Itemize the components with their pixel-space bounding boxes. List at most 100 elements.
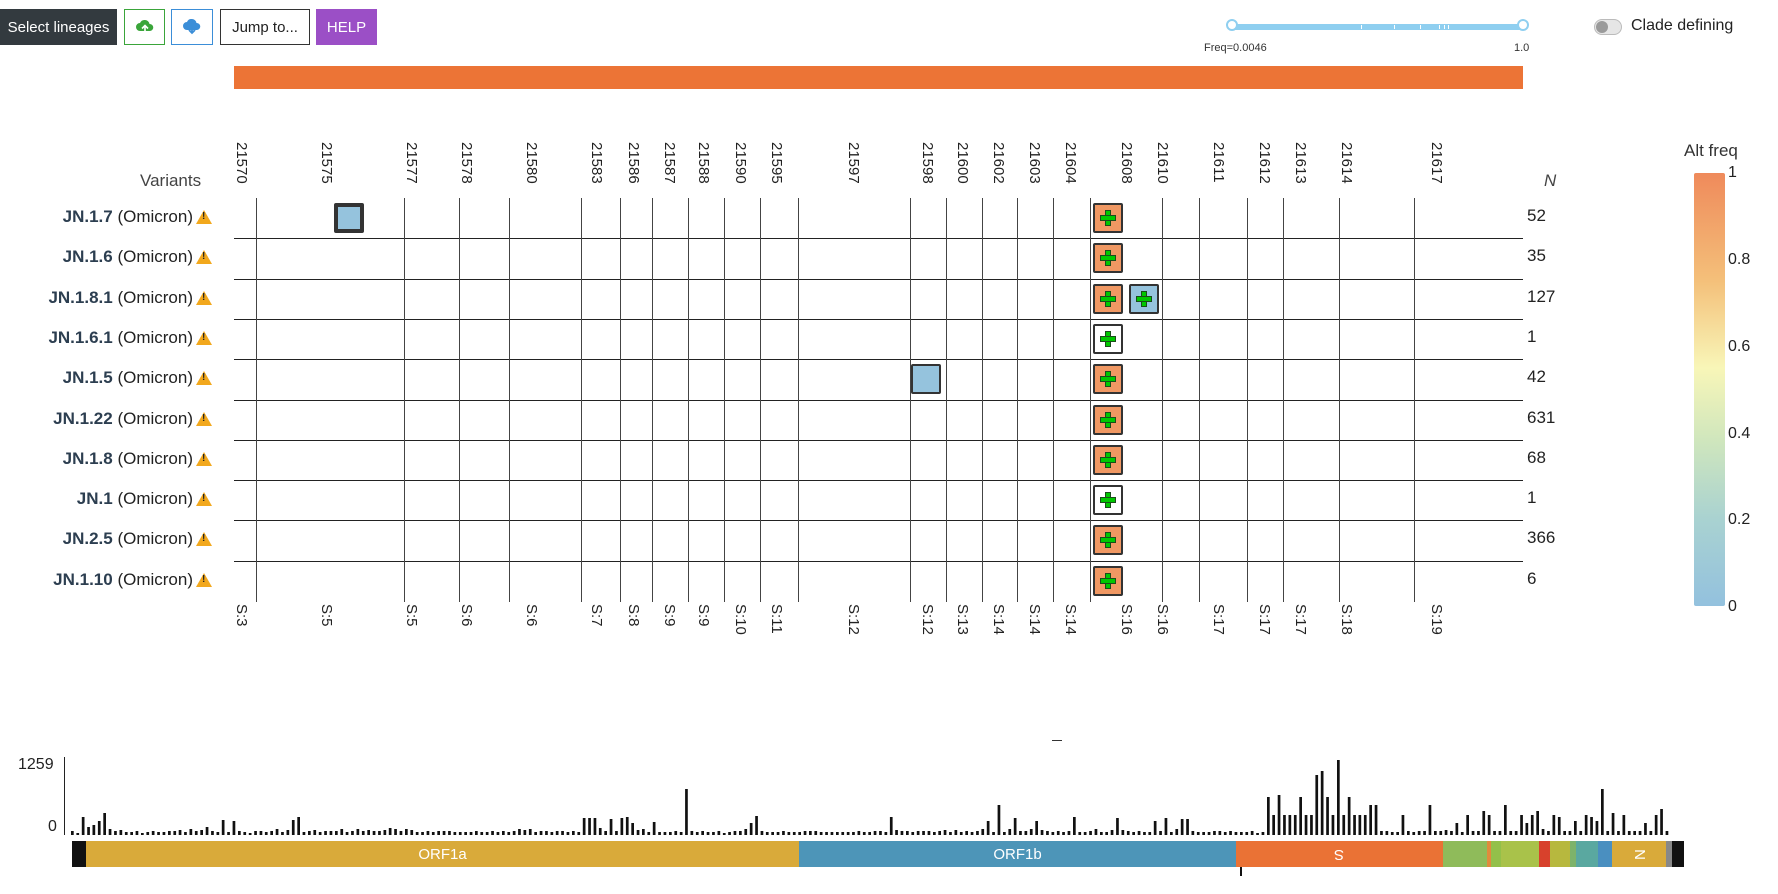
genome-m-a[interactable]: [1491, 841, 1501, 867]
position-label[interactable]: 21577: [403, 142, 420, 184]
position-label[interactable]: 21583: [588, 142, 605, 184]
histogram-bar: [1223, 832, 1227, 835]
position-label[interactable]: 21595: [768, 142, 785, 184]
histogram-bar: [76, 833, 80, 835]
lineage-row-label[interactable]: JN.1.6 (Omicron): [0, 247, 212, 267]
codon-label: S:14: [1026, 604, 1043, 635]
position-label[interactable]: 21611: [1210, 142, 1227, 183]
position-label[interactable]: 21614: [1338, 142, 1355, 184]
insertion-cell[interactable]: [1093, 203, 1123, 233]
position-label[interactable]: 21587: [661, 142, 678, 184]
position-label[interactable]: 21588: [695, 142, 712, 184]
insertion-cell[interactable]: [1093, 243, 1123, 273]
genome-orf7a[interactable]: [1550, 841, 1570, 867]
histogram-bar: [1434, 831, 1437, 835]
genome-orf1a[interactable]: ORF1a: [86, 841, 799, 867]
genome-orf7b[interactable]: [1570, 841, 1576, 867]
position-label[interactable]: 21613: [1292, 142, 1309, 184]
insertion-cell[interactable]: [1129, 284, 1159, 314]
insertion-cell[interactable]: [1093, 405, 1123, 435]
position-label[interactable]: 21600: [954, 142, 971, 184]
genome-n[interactable]: N: [1612, 841, 1666, 867]
position-label[interactable]: 21598: [919, 142, 936, 184]
plus-icon: [1100, 492, 1116, 508]
insertion-cell[interactable]: [1093, 525, 1123, 555]
genome-orf3a[interactable]: [1443, 841, 1487, 867]
plus-icon: [1100, 412, 1116, 428]
histogram-bar: [485, 832, 489, 835]
mutation-cell[interactable]: [334, 203, 364, 233]
column-divider: [1283, 198, 1284, 602]
genome-orf8[interactable]: [1576, 841, 1598, 867]
genome-orf1b[interactable]: ORF1b: [799, 841, 1236, 867]
lineage-row-label[interactable]: JN.1 (Omicron): [0, 489, 212, 509]
sample-count: 366: [1527, 528, 1556, 547]
histogram-bar: [658, 832, 661, 835]
genome-orf9[interactable]: [1598, 841, 1612, 867]
genome-e[interactable]: [1487, 841, 1491, 867]
histogram-bar: [141, 833, 144, 835]
histogram-bar: [318, 832, 322, 835]
position-label[interactable]: 21612: [1256, 142, 1273, 184]
select-lineages-button[interactable]: Select lineages: [0, 9, 117, 45]
insertion-cell[interactable]: [1093, 445, 1123, 475]
position-label[interactable]: 21597: [845, 142, 862, 184]
lineage-row-label[interactable]: JN.1.22 (Omicron): [0, 409, 212, 429]
lineage-name: JN.1.7: [62, 207, 113, 226]
insertion-cell[interactable]: [1093, 284, 1123, 314]
position-label[interactable]: 21578: [458, 142, 475, 184]
sample-count: 68: [1527, 448, 1546, 467]
upload-button[interactable]: [124, 9, 165, 45]
insertion-cell[interactable]: [1093, 566, 1123, 596]
insertion-cell[interactable]: [1093, 324, 1123, 354]
position-label[interactable]: 21580: [523, 142, 540, 184]
lineage-row-label[interactable]: JN.1.7 (Omicron): [0, 207, 212, 227]
lineage-row-label[interactable]: JN.1.5 (Omicron): [0, 368, 212, 388]
position-label[interactable]: 21570: [233, 142, 250, 184]
genome-s[interactable]: S: [1236, 841, 1443, 867]
histogram-bar: [566, 832, 570, 835]
position-label[interactable]: 21603: [1026, 142, 1043, 184]
warning-icon: [196, 573, 212, 587]
freq-slider-max-handle[interactable]: [1517, 19, 1529, 31]
histogram-bar: [830, 832, 834, 835]
lineage-row-label[interactable]: JN.1.8.1 (Omicron): [0, 288, 212, 308]
genome-orf6[interactable]: [1539, 841, 1550, 867]
histogram-bar: [388, 828, 392, 835]
lineage-row-label[interactable]: JN.1.6.1 (Omicron): [0, 328, 212, 348]
zoom-marker: [1052, 740, 1062, 741]
position-label[interactable]: 21610: [1154, 142, 1171, 184]
histogram-bar: [1331, 815, 1335, 835]
clade-defining-toggle[interactable]: [1594, 19, 1622, 35]
region-bar[interactable]: [234, 66, 1523, 89]
histogram-bar: [335, 831, 338, 835]
histogram-bar: [636, 830, 640, 835]
histogram-min-label: 0: [48, 818, 57, 835]
position-label[interactable]: 21575: [318, 142, 335, 184]
mutation-cell[interactable]: [911, 364, 941, 394]
position-label[interactable]: 21608: [1118, 142, 1135, 184]
insertion-cell[interactable]: [1093, 364, 1123, 394]
position-label[interactable]: 21602: [990, 142, 1007, 184]
histogram-bar: [1471, 831, 1475, 835]
codon-label: S:6: [523, 604, 540, 627]
position-label[interactable]: 21590: [732, 142, 749, 184]
position-label[interactable]: 21617: [1428, 142, 1445, 184]
sample-count: 52: [1527, 206, 1546, 225]
position-label[interactable]: 21604: [1062, 142, 1079, 184]
sample-count: 1: [1527, 488, 1537, 507]
histogram-bar: [1191, 831, 1195, 835]
insertion-cell[interactable]: [1093, 485, 1123, 515]
jump-to-button[interactable]: Jump to...: [220, 9, 310, 45]
position-label[interactable]: 21586: [625, 142, 642, 184]
help-button[interactable]: HELP: [316, 9, 377, 45]
lineage-row-label[interactable]: JN.1.10 (Omicron): [0, 570, 212, 590]
freq-slider-track[interactable]: [1230, 24, 1523, 30]
lineage-row-label[interactable]: JN.2.5 (Omicron): [0, 529, 212, 549]
histogram-bar: [749, 823, 753, 835]
codon-label: S:14: [990, 604, 1007, 635]
lineage-row-label[interactable]: JN.1.8 (Omicron): [0, 449, 212, 469]
freq-slider-min-handle[interactable]: [1226, 19, 1238, 31]
genome-m[interactable]: [1501, 841, 1539, 867]
download-button[interactable]: [171, 9, 213, 45]
